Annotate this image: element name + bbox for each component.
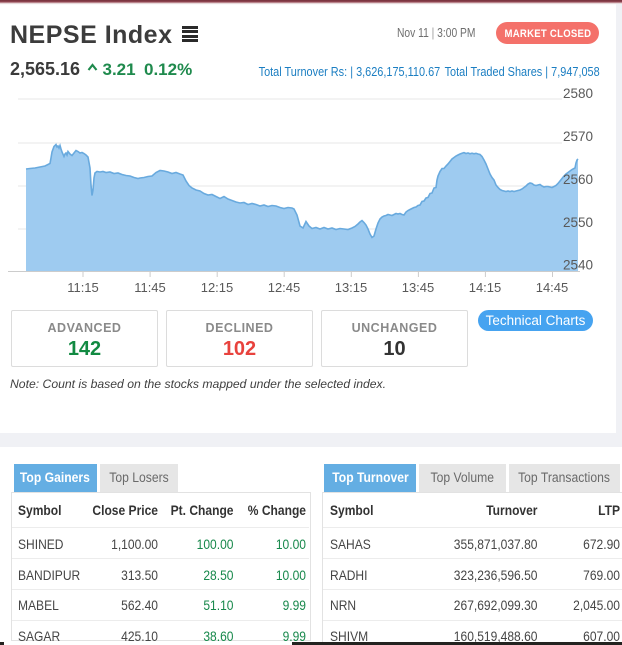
svg-text:14:45: 14:45 xyxy=(536,280,569,295)
svg-text:2570: 2570 xyxy=(563,129,593,144)
svg-text:2540: 2540 xyxy=(563,258,593,273)
svg-text:12:15: 12:15 xyxy=(201,280,234,295)
svg-text:11:45: 11:45 xyxy=(134,280,166,295)
svg-text:14:15: 14:15 xyxy=(469,280,502,295)
svg-text:13:45: 13:45 xyxy=(402,280,435,295)
svg-text:13:15: 13:15 xyxy=(335,280,368,295)
svg-text:2580: 2580 xyxy=(563,86,593,101)
svg-text:11:15: 11:15 xyxy=(67,280,99,295)
svg-text:12:45: 12:45 xyxy=(268,280,301,295)
svg-text:2560: 2560 xyxy=(563,172,593,187)
svg-text:2550: 2550 xyxy=(563,215,593,230)
